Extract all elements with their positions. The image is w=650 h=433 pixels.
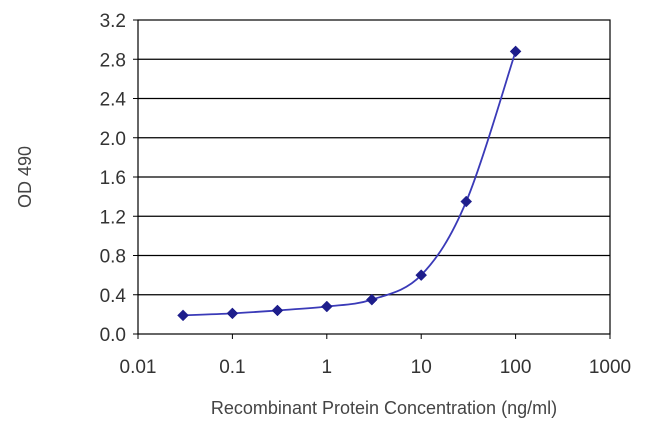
x-tick-label: 10 (411, 357, 432, 378)
y-axis-title: OD 490 (15, 146, 35, 208)
y-tick-label: 2.4 (100, 90, 127, 111)
data-point (460, 195, 473, 208)
data-point (415, 269, 428, 281)
data-point (365, 293, 378, 306)
y-tick-label: 1.2 (100, 207, 126, 228)
x-tick-label: 1000 (589, 357, 631, 378)
y-tick-label: 3.2 (100, 11, 126, 32)
y-tick-label: 0.0 (100, 325, 126, 346)
x-tick-label: 0.01 (120, 357, 157, 378)
x-axis-ticks: 0.01 0.1 1 10 100 1000 (120, 334, 631, 378)
y-tick-label: 1.6 (100, 168, 126, 189)
data-point (226, 307, 239, 320)
data-point (509, 45, 522, 58)
y-tick-label: 0.4 (100, 286, 127, 307)
series-line (183, 51, 517, 317)
y-tick-label: 2.0 (100, 129, 126, 150)
data-point (271, 304, 284, 317)
y-tick-label: 2.8 (100, 50, 126, 71)
x-tick-label: 0.1 (219, 357, 245, 378)
x-tick-label: 1 (322, 357, 333, 378)
gridlines (138, 58, 610, 296)
series-layer (177, 45, 522, 322)
data-point (320, 300, 333, 313)
y-tick-label: 0.8 (100, 247, 126, 268)
x-tick-label: 100 (500, 357, 532, 378)
data-point (177, 309, 189, 322)
x-axis-title: Recombinant Protein Concentration (ng/ml… (211, 398, 557, 418)
y-axis-ticks: 0.0 0.4 0.8 1.2 1.6 2.0 2.4 2.8 3.2 (100, 11, 138, 346)
